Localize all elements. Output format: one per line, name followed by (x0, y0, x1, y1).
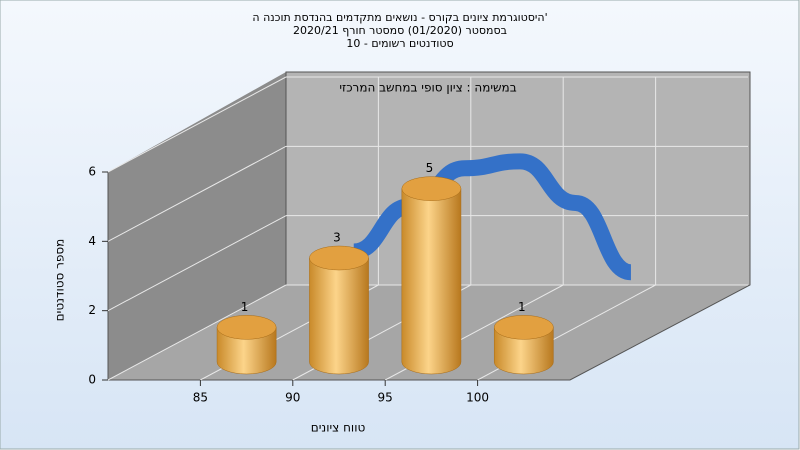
bar (401, 176, 462, 375)
grid-line (107, 284, 287, 381)
x-tick-label: 95 (378, 391, 393, 405)
bar-body (309, 257, 369, 375)
y-tick-label: 0 (88, 373, 96, 387)
bar-top (493, 315, 554, 340)
y-axis-label: מספר סטודנטים (53, 239, 67, 322)
title-line: סטודנטים רשומים - 10 (346, 37, 453, 50)
value-label: 3 (333, 231, 341, 245)
bar (493, 315, 554, 375)
bar (309, 245, 369, 375)
annotation: במשימה : ציון סופי במחשב המרכזי (339, 81, 516, 95)
grid-line (107, 145, 287, 242)
value-label: 1 (518, 300, 526, 314)
bar-top (309, 245, 369, 271)
x-tick-label: 100 (466, 391, 489, 405)
x-tick-label: 85 (193, 391, 208, 405)
value-label: 1 (241, 300, 249, 314)
bar-body (493, 327, 554, 375)
title-line: בסמסטר (01/2020) סמסטר חורף 2020/21 (293, 24, 507, 37)
x-tick-label: 90 (285, 391, 300, 405)
y-tick-label: 2 (88, 303, 96, 317)
y-tick-label: 4 (88, 234, 96, 248)
grid-line (107, 76, 287, 173)
y-tick-label: 6 (88, 165, 96, 179)
bar-body (401, 188, 462, 375)
bar (216, 315, 277, 375)
bar-top (216, 315, 277, 340)
bar-top (401, 176, 462, 201)
value-label: 5 (426, 161, 434, 175)
title-line: היסטוגרמת ציונים בקורס - נושאים מתקדמים … (252, 11, 547, 24)
bar-body (216, 327, 277, 375)
left-wall (108, 72, 286, 380)
grid-line (107, 215, 287, 312)
x-axis-label: טווח ציונים (311, 421, 366, 435)
fit-curve (352, 153, 633, 281)
